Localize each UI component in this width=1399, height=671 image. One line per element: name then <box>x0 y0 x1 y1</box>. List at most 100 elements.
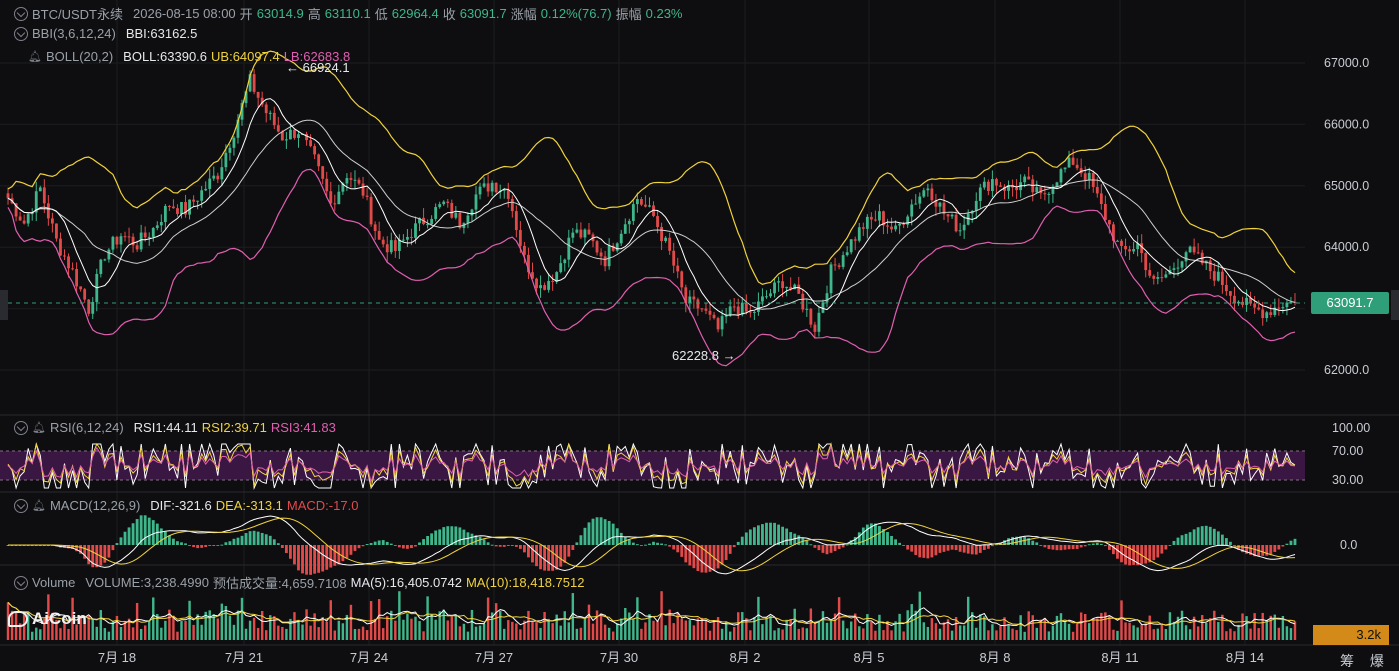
macd-bar <box>1063 545 1067 550</box>
macd-bar <box>809 544 813 546</box>
volume-bar <box>535 622 538 640</box>
macd-bar <box>1144 545 1148 564</box>
candle-body <box>1043 193 1047 195</box>
candle-body <box>1180 261 1184 268</box>
volume-bar <box>773 630 776 640</box>
macd-bar <box>692 545 696 569</box>
x-tick-label: 8月 8 <box>979 650 1010 665</box>
volume-bar <box>934 623 938 640</box>
candle-body <box>309 140 313 147</box>
macd-bar <box>769 522 772 545</box>
left-scroll-handle[interactable] <box>0 290 8 320</box>
candle-body <box>922 190 926 197</box>
volume-bar <box>737 612 740 640</box>
candle-body <box>1007 185 1010 191</box>
volume-name: Volume <box>32 575 76 590</box>
rsi1-value: RSI1:44.11 <box>133 420 198 435</box>
candle-body <box>1224 284 1228 292</box>
volume-bar <box>39 629 42 640</box>
candle-body <box>587 229 591 235</box>
y-axis: 67000.066000.065000.064000.063000.062000… <box>1324 56 1370 552</box>
volume-bar <box>474 626 478 640</box>
bell-icon[interactable]: 🔔︎ <box>32 422 46 434</box>
candle-body <box>571 232 575 238</box>
bottom-chip[interactable]: 筹 爆 <box>1340 653 1390 669</box>
candle-body <box>446 201 450 203</box>
candle-body <box>1140 243 1144 254</box>
macd-bar <box>958 545 962 552</box>
volume-bar <box>971 612 974 640</box>
macd-bar <box>886 532 889 545</box>
indicator-lines <box>7 50 1296 367</box>
volume-bar <box>745 618 748 640</box>
macd-bar <box>1019 536 1023 545</box>
volume-bar <box>620 618 623 640</box>
candle-body <box>623 224 627 234</box>
toggle-icon[interactable] <box>14 498 28 513</box>
candle-body <box>1103 203 1107 221</box>
macd-bar <box>280 545 284 548</box>
macd-bar <box>373 541 377 545</box>
candle-body <box>813 324 817 332</box>
candle-body <box>385 244 389 253</box>
macd-bar <box>1204 525 1208 545</box>
candle-body <box>204 188 208 191</box>
candle-body <box>1245 297 1248 305</box>
toggle-icon[interactable] <box>14 420 28 435</box>
macd-bar <box>176 541 179 545</box>
bell-icon[interactable]: 🔔︎ <box>28 51 42 63</box>
candle-body <box>329 191 333 204</box>
volume-bar <box>503 628 506 640</box>
candle-body <box>1059 169 1063 183</box>
macd-bar <box>1265 545 1269 556</box>
toggle-icon[interactable] <box>14 6 28 21</box>
bell-icon[interactable]: 🔔︎ <box>32 500 46 512</box>
volume-bar <box>1128 622 1131 640</box>
candle-body <box>514 211 518 231</box>
volume-bar <box>31 631 34 640</box>
volume-bar <box>160 627 163 640</box>
volume-bar <box>168 609 171 640</box>
candle-body <box>264 104 268 114</box>
right-scroll-handle[interactable] <box>1391 290 1399 320</box>
macd-bar <box>878 525 881 545</box>
low-label: 低 <box>374 7 388 22</box>
macd-bar <box>385 541 389 545</box>
macd-bar <box>494 545 498 547</box>
candle-body <box>91 301 95 314</box>
macd-bar <box>1047 545 1051 549</box>
toggle-icon[interactable] <box>14 575 28 590</box>
volume-bar <box>858 626 861 640</box>
volume-bar <box>1124 622 1127 640</box>
pair-label: BTC/USDT永续 <box>32 7 124 22</box>
candle-body <box>704 308 708 311</box>
candle-body <box>902 223 906 225</box>
macd-bar <box>833 545 837 551</box>
volume-bar <box>1200 615 1204 640</box>
macd-bar <box>1208 526 1212 545</box>
volume-bar <box>103 628 107 640</box>
macd-bar <box>305 545 308 575</box>
candle-body <box>224 152 228 168</box>
volume-ma5-line <box>7 602 1296 627</box>
volume-bar <box>866 614 869 640</box>
candle-body <box>692 296 696 300</box>
macd-bar <box>752 527 756 545</box>
volume-bar <box>1027 611 1030 640</box>
macd-bar <box>345 545 349 558</box>
macd-bar <box>248 531 252 545</box>
macd-bar <box>797 535 801 545</box>
macd-name: MACD(12,26,9) <box>49 498 141 513</box>
candle-body <box>458 212 462 228</box>
macd-pane <box>6 515 1297 575</box>
candle-body <box>615 243 619 251</box>
macd-bar <box>1039 545 1043 546</box>
candle-body <box>260 97 264 105</box>
candle-body <box>478 186 482 195</box>
toggle-icon[interactable] <box>14 26 28 41</box>
boll-mid-line <box>7 119 1296 310</box>
candle-body <box>482 183 486 187</box>
volume-bar <box>636 597 639 640</box>
macd-bar <box>381 540 385 545</box>
macd-dif: DIF:-321.6 <box>150 498 212 513</box>
